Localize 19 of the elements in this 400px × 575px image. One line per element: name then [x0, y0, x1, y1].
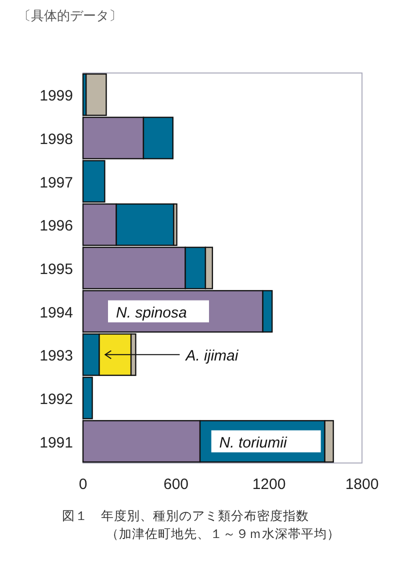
text: 図１ 年度別、種別のアミ類分布密度指数	[62, 508, 309, 523]
y-tick-label: 1991	[40, 434, 73, 452]
y-tick-label: 1998	[40, 131, 73, 148]
legend-label: A. ijimai	[184, 348, 239, 365]
text: 〔具体的データ〕	[18, 8, 122, 23]
y-tick-label: 1995	[40, 261, 73, 278]
text: （加津佐町地先、１～９ｍ水深帯平均）	[106, 527, 340, 541]
x-tick-label: 1800	[345, 476, 379, 493]
y-tick-label: 1993	[40, 348, 73, 365]
y-tick-label: 1997	[40, 174, 73, 192]
y-tick-label: 1996	[40, 218, 73, 235]
series-label: N. spinosa	[116, 304, 187, 322]
x-tick-label: 0	[78, 476, 88, 493]
x-tick-label: 1200	[252, 476, 286, 493]
y-tick-label: 1992	[40, 391, 73, 408]
y-tick-label: 1994	[40, 304, 73, 322]
x-tick-label: 600	[163, 476, 189, 493]
series-label: N. toriumii	[219, 434, 288, 452]
y-tick-label: 1999	[40, 88, 73, 105]
